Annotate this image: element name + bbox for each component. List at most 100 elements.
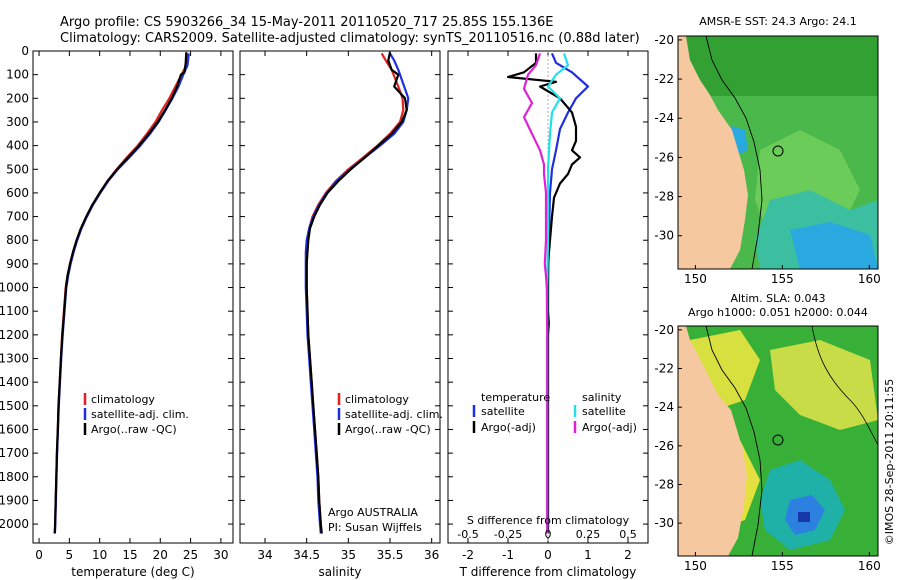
- sst-shelf-contour: [705, 36, 763, 269]
- y-tick-label: 700: [6, 210, 29, 224]
- sla-map-panel: Altim. SLA: 0.043 Argo h1000: 0.051 h200…: [654, 292, 880, 573]
- x-tick-label: 5: [66, 548, 74, 562]
- y-tick-label: 1800: [0, 470, 29, 484]
- y-tick-label: 1100: [0, 304, 29, 318]
- y-tick-label: 1300: [0, 352, 29, 366]
- x-tick-label: 30: [213, 548, 228, 562]
- sla-map-image: [678, 326, 878, 556]
- x-tick-label: 0: [544, 548, 552, 562]
- x-tick-label: 35.5: [377, 548, 404, 562]
- difference-top-axis-ticks: -0.5 -0.25 0 0.25 0.5: [457, 528, 636, 541]
- legend-label-s-satellite: satellite: [582, 405, 626, 418]
- salinity-series: [304, 51, 410, 534]
- x-tick-label: 2: [624, 548, 632, 562]
- legend-label-t-satellite: satellite: [481, 405, 525, 418]
- temperature-panel: 0 5 10 15 20 25 300100200300400500600700800900…: [0, 44, 234, 579]
- legend-label-satellite: satellite-adj. clim.: [91, 408, 189, 421]
- sla-map-title: Altim. SLA: 0.043: [730, 292, 825, 305]
- sla-map-land: [678, 326, 747, 556]
- x-tick-label: 1: [584, 548, 592, 562]
- map-y-tick-label: -20: [654, 33, 674, 47]
- sst-argo-marker: [772, 145, 784, 157]
- difference-top-axis-label: S difference from climatology: [467, 514, 630, 527]
- salinity-panel: 34 34.5 35 35.5 36 climatology satellite-adj…: [239, 50, 443, 579]
- x-tick-label: 34: [257, 548, 272, 562]
- legend-label-argo: Argo(..raw -QC): [345, 423, 431, 436]
- map-y-tick-label: -30: [654, 516, 674, 530]
- difference-legend: temperature satellite Argo(-adj) salinit…: [472, 391, 637, 434]
- x-tick-label: 34.5: [293, 548, 320, 562]
- temperature-axis: 0 5 10 15 20 25 300100200300400500600700800900…: [0, 44, 233, 562]
- sst-map-frame: [677, 35, 879, 270]
- salinity-xlabel: salinity: [318, 565, 361, 579]
- x-tick-label: 0: [35, 548, 43, 562]
- y-tick-label: 1200: [0, 328, 29, 342]
- y-tick-label: 100: [6, 68, 29, 82]
- salinity-annotation-1: Argo AUSTRALIA: [328, 506, 418, 519]
- map-y-tick-label: -20: [654, 323, 674, 337]
- legend-title-salinity: salinity: [582, 391, 622, 404]
- x-tick-label: 15: [122, 548, 137, 562]
- map-y-tick-label: -26: [654, 150, 674, 164]
- y-tick-label: 1400: [0, 375, 29, 389]
- map-x-tick-label: 150: [684, 559, 707, 573]
- x-tick-label: 25: [183, 548, 198, 562]
- salinity-axis: 34 34.5 35 35.5 36: [240, 50, 440, 562]
- y-tick-label: 900: [6, 257, 29, 271]
- temperature-plot-frame: [32, 50, 234, 544]
- x-tick-label: 10: [92, 548, 107, 562]
- difference-axis: -2 -1 0 1 2: [448, 50, 648, 562]
- y-tick-label: 1500: [0, 399, 29, 413]
- sst-map-title: AMSR-E SST: 24.3 Argo: 24.1: [699, 15, 857, 28]
- map-x-tick-label: 150: [684, 272, 707, 286]
- header-line2: Climatology: CARS2009. Satellite-adjuste…: [60, 31, 640, 46]
- sst-map-axis: 150 155 160 -20 -22 -24 -26 -28 -30: [654, 33, 880, 286]
- legend-label-climatology: climatology: [91, 393, 155, 406]
- y-tick-label: 500: [6, 162, 29, 176]
- series-line: [305, 51, 408, 534]
- map-y-tick-label: -28: [654, 190, 674, 204]
- temperature-series: [53, 52, 190, 534]
- imos-credit: ©IMOS 28-Sep-2011 20:11:55: [883, 379, 896, 545]
- sst-map-ocean-north: [678, 36, 878, 96]
- difference-series: [506, 52, 590, 534]
- top-tick-label: 0.25: [576, 528, 601, 541]
- sla-shelf-contour: [705, 326, 763, 556]
- legend-label-t-argo: Argo(-adj): [481, 421, 536, 434]
- sla-map-axis: 150 155 160 -20 -22 -24 -26 -28 -30: [654, 323, 880, 573]
- top-tick-label: -0.5: [457, 528, 478, 541]
- x-tick-label: -2: [462, 548, 474, 562]
- x-tick-label: 35: [341, 548, 356, 562]
- sla-argo-marker: [772, 434, 784, 446]
- map-y-tick-label: -22: [654, 72, 674, 86]
- y-tick-label: 1600: [0, 422, 29, 436]
- sla-contour-2: [811, 326, 878, 446]
- temperature-legend: climatology satellite-adj. clim. Argo(..…: [83, 393, 189, 436]
- temperature-xlabel: temperature (deg C): [71, 565, 194, 579]
- y-tick-label: 1700: [0, 446, 29, 460]
- series-line: [53, 52, 188, 534]
- y-tick-label: 1000: [0, 281, 29, 295]
- top-tick-label: 0.5: [619, 528, 637, 541]
- x-tick-label: 20: [153, 548, 168, 562]
- legend-label-argo: Argo(..raw -QC): [91, 423, 177, 436]
- map-x-tick-label: 160: [858, 272, 881, 286]
- sst-map-land: [678, 36, 748, 269]
- map-y-tick-label: -30: [654, 229, 674, 243]
- series-line: [522, 53, 549, 534]
- map-x-tick-label: 155: [771, 272, 794, 286]
- sla-high-patch-2: [770, 340, 878, 430]
- legend-label-climatology: climatology: [345, 393, 409, 406]
- map-y-tick-label: -26: [654, 439, 674, 453]
- y-tick-label: 300: [6, 115, 29, 129]
- salinity-plot-frame: [239, 50, 441, 544]
- map-x-tick-label: 155: [771, 559, 794, 573]
- salinity-legend: climatology satellite-adj. clim. Argo(..…: [337, 393, 443, 436]
- y-tick-label: 2000: [0, 517, 29, 531]
- sla-low-center: [798, 512, 810, 522]
- map-x-tick-label: 160: [858, 559, 881, 573]
- sst-map-panel: AMSR-E SST: 24.3 Argo: 24.1 150 155 160 -20…: [654, 15, 880, 286]
- salinity-annotation-2: PI: Susan Wijffels: [328, 521, 422, 534]
- x-tick-label: 36: [424, 548, 439, 562]
